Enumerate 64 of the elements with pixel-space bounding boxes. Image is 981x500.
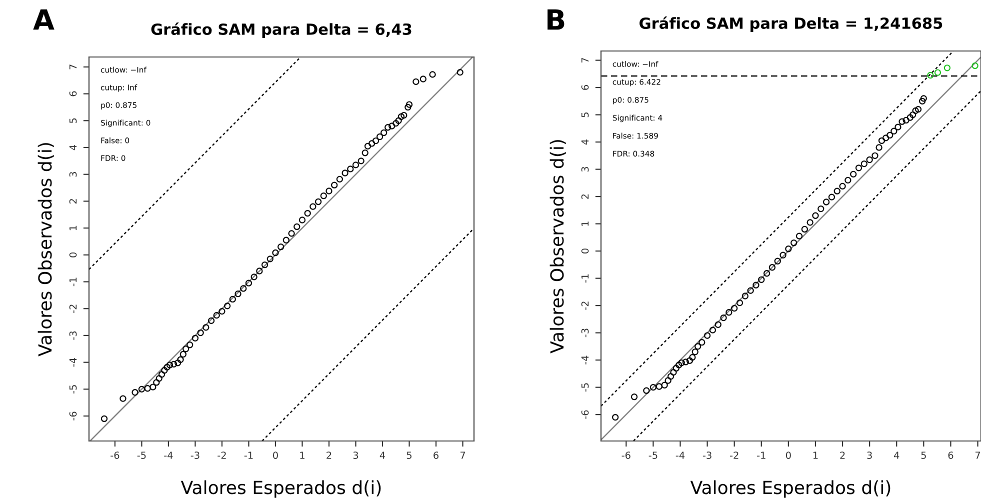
x-tick-label: -2 [730, 452, 738, 459]
y-tick-label: -4 [69, 358, 77, 367]
x-tick-label: 3 [353, 452, 358, 459]
y-tick-label: 3 [69, 172, 77, 177]
x-tick-label: -6 [622, 452, 630, 459]
x-axis-title: Valores Esperados d(i) [690, 480, 890, 498]
y-axis-title: Valores Observados d(i) [38, 143, 54, 356]
x-tick-label: 0 [786, 452, 791, 459]
y-tick-label: -4 [581, 356, 589, 364]
x-tick-label: 2 [840, 452, 845, 459]
x-tick-label: -1 [757, 452, 766, 459]
y-tick-label: 4 [581, 139, 589, 145]
y-tick-label: 7 [581, 58, 589, 63]
x-tick-label: -3 [190, 452, 200, 459]
y-tick-label: 1 [69, 226, 77, 230]
y-tick-label: 6 [581, 85, 589, 90]
x-tick-label: 5 [921, 452, 926, 459]
x-tick-label: -1 [244, 452, 253, 459]
x-tick-label: 2 [326, 452, 332, 459]
y-tick-label: 1 [581, 222, 589, 226]
x-tick-label: 7 [975, 452, 980, 459]
y-tick-label: 0 [69, 252, 77, 258]
y-tick-label: 5 [581, 112, 589, 118]
x-tick-label: 1 [813, 452, 818, 459]
x-tick-label: 6 [948, 452, 954, 459]
y-tick-label: -5 [69, 385, 77, 394]
y-tick-label: -6 [69, 412, 77, 420]
y-tick-label: 2 [581, 194, 589, 199]
x-tick-label: 6 [434, 452, 438, 459]
y-tick-label: 2 [69, 199, 77, 204]
x-tick-label: 3 [867, 452, 872, 459]
y-tick-label: 5 [69, 118, 77, 123]
y-tick-label: 7 [69, 64, 77, 70]
x-tick-label: 0 [273, 452, 278, 459]
y-tick-label: 3 [581, 166, 589, 172]
x-tick-label: -2 [218, 452, 226, 459]
y-axis-title: Valores Observados d(i) [550, 140, 566, 354]
y-tick-label: -1 [581, 274, 589, 283]
x-tick-label: -5 [648, 452, 658, 459]
y-tick-label: -1 [69, 278, 77, 286]
text: A [33, 9, 54, 30]
x-tick-label: 5 [406, 452, 412, 459]
x-tick-label: -3 [702, 452, 712, 459]
chart-title: Gráfico SAM para Delta = 6,43 [151, 22, 412, 38]
y-tick-label: -5 [581, 383, 589, 392]
y-tick-label: -3 [69, 331, 77, 340]
x-tick-label: -5 [137, 452, 146, 459]
y-tick-label: -3 [581, 328, 589, 338]
y-tick-label: 6 [69, 91, 77, 96]
text: B [548, 9, 564, 30]
y-tick-label: 0 [581, 248, 589, 254]
x-tick-label: 4 [380, 452, 386, 459]
y-tick-label: 4 [69, 144, 77, 150]
y-tick-label: -6 [581, 410, 589, 419]
x-tick-label: 1 [300, 452, 304, 459]
x-tick-label: 4 [894, 452, 900, 459]
x-tick-label: -4 [676, 452, 685, 459]
chart-title: Gráfico SAM para Delta = 1,241685 [640, 16, 942, 32]
x-tick-label: -4 [164, 452, 173, 459]
x-tick-label: -6 [110, 452, 120, 459]
x-tick-label: 7 [460, 452, 466, 459]
x-axis-title: Valores Esperados d(i) [180, 480, 381, 498]
y-tick-label: -2 [581, 302, 589, 310]
y-tick-label: -2 [69, 304, 77, 313]
